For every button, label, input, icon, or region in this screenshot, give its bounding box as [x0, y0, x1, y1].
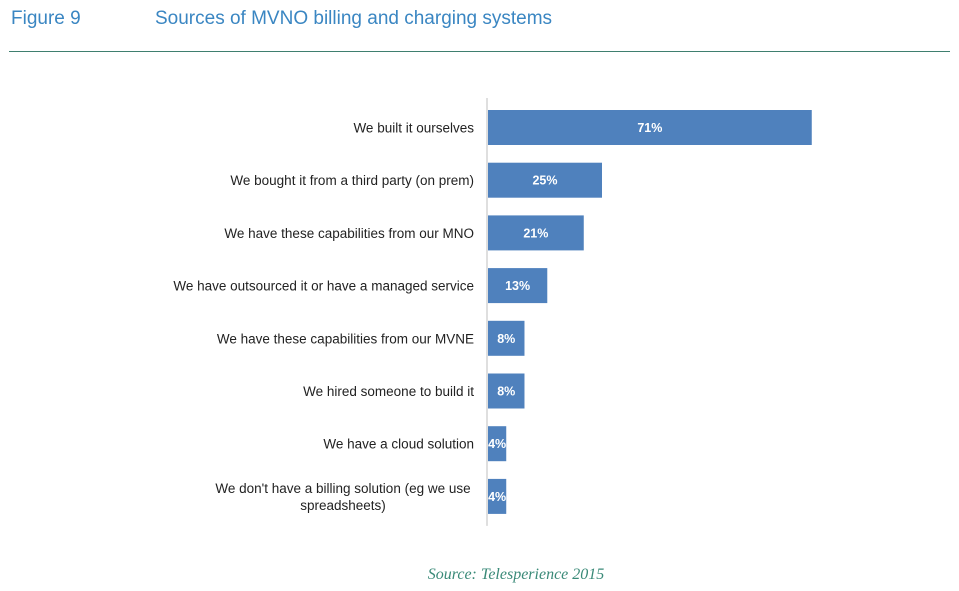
data-label-4: 13%: [505, 279, 530, 293]
figure-label: Figure 9: [11, 8, 81, 29]
data-label-1: 71%: [637, 121, 662, 135]
data-label-3: 21%: [523, 226, 548, 240]
category-label-8: We don't have a billing solution (eg we …: [215, 481, 470, 513]
category-label-5: We have these capabilities from our MVNE: [217, 331, 474, 346]
category-label-2: We bought it from a third party (on prem…: [230, 173, 474, 188]
bar-1: [488, 110, 812, 145]
data-label-5: 8%: [497, 332, 515, 346]
data-labels-layer: 71% 25% 21% 13% 8% 8% 4% 4%: [488, 121, 662, 504]
data-label-8: 4%: [488, 490, 506, 504]
category-label-3: We have these capabilities from our MNO: [224, 226, 474, 241]
bar-5: [488, 320, 525, 356]
bar-8: [488, 478, 507, 514]
data-label-2: 25%: [532, 174, 557, 188]
bar-4: [488, 268, 548, 304]
source-note: Source: Telesperience 2015: [427, 566, 605, 583]
bar-3: [488, 215, 584, 251]
chart-title: Sources of MVNO billing and charging sys…: [155, 8, 553, 29]
bars-layer: [488, 110, 812, 514]
header-divider: [9, 51, 950, 52]
category-label-7: We have a cloud solution: [323, 437, 474, 452]
bar-6: [488, 373, 525, 409]
category-label-6: We hired someone to build it: [303, 384, 474, 399]
bar-chart: We built it ourselves We bought it from a…: [173, 98, 812, 526]
figure-header: Figure 9 Sources of MVNO billing and cha…: [0, 0, 959, 52]
bar-7: [488, 426, 507, 462]
data-label-6: 8%: [497, 385, 515, 399]
category-label-1: We built it ourselves: [353, 121, 474, 136]
data-label-7: 4%: [488, 437, 506, 451]
bar-2: [488, 162, 602, 198]
category-labels-layer: We built it ourselves We bought it from a…: [173, 121, 474, 513]
category-label-4: We have outsourced it or have a managed …: [173, 279, 474, 294]
